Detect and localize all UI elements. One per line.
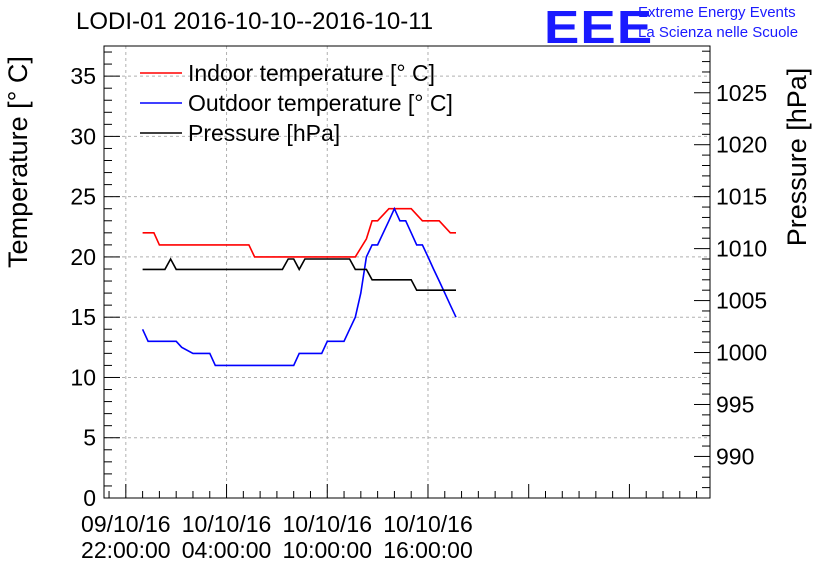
y-right-tick-label: 990 xyxy=(716,443,754,469)
x-tick-label-date: 10/10/16 xyxy=(182,511,272,537)
y-right-tick-label: 995 xyxy=(716,391,754,417)
y-tick-label: 25 xyxy=(70,184,96,210)
y-tick-label: 10 xyxy=(70,364,96,390)
y-tick-label: 0 xyxy=(83,485,96,511)
x-tick-label-time: 16:00:00 xyxy=(383,537,473,563)
y-axis-title: Temperature [° C] xyxy=(3,56,33,268)
y-tick-label: 15 xyxy=(70,304,96,330)
logo-caption-line1: Extreme Energy Events xyxy=(638,4,796,21)
y-tick-label: 30 xyxy=(70,123,96,149)
y-right-tick-label: 1015 xyxy=(716,184,767,210)
y-tick-label: 5 xyxy=(83,425,96,451)
series-line-2 xyxy=(142,257,456,292)
y-right-axis-title: Pressure [hPa] xyxy=(782,68,812,247)
legend-label-2: Pressure [hPa] xyxy=(188,120,340,146)
y-tick-label: 35 xyxy=(70,63,96,89)
x-tick-label-date: 10/10/16 xyxy=(383,511,473,537)
series-line-0 xyxy=(142,207,456,258)
y-right-tick-label: 1020 xyxy=(716,132,767,158)
plot-frame xyxy=(103,45,711,499)
y-tick-label: 20 xyxy=(70,244,96,270)
legend-label-0: Indoor temperature [° C] xyxy=(188,60,435,86)
y-right-tick-label: 1010 xyxy=(716,236,767,262)
y-right-tick-label: 1025 xyxy=(716,80,767,106)
x-tick-label-time: 04:00:00 xyxy=(182,537,272,563)
series-line-1 xyxy=(141,206,457,367)
chart-title: LODI-01 2016-10-10--2016-10-11 xyxy=(76,8,434,35)
y-right-tick-label: 1005 xyxy=(716,288,767,314)
logo-caption-line2: La Scienza nelle Scuole xyxy=(638,24,799,41)
x-tick-label-date: 10/10/16 xyxy=(282,511,372,537)
x-tick-label-time: 22:00:00 xyxy=(81,537,171,563)
x-tick-label-time: 10:00:00 xyxy=(282,537,372,563)
x-tick-label-date: 09/10/16 xyxy=(81,511,171,537)
eee-logo: EEE xyxy=(544,1,654,53)
legend-label-1: Outdoor temperature [° C] xyxy=(188,90,453,116)
y-right-tick-label: 1000 xyxy=(716,340,767,366)
